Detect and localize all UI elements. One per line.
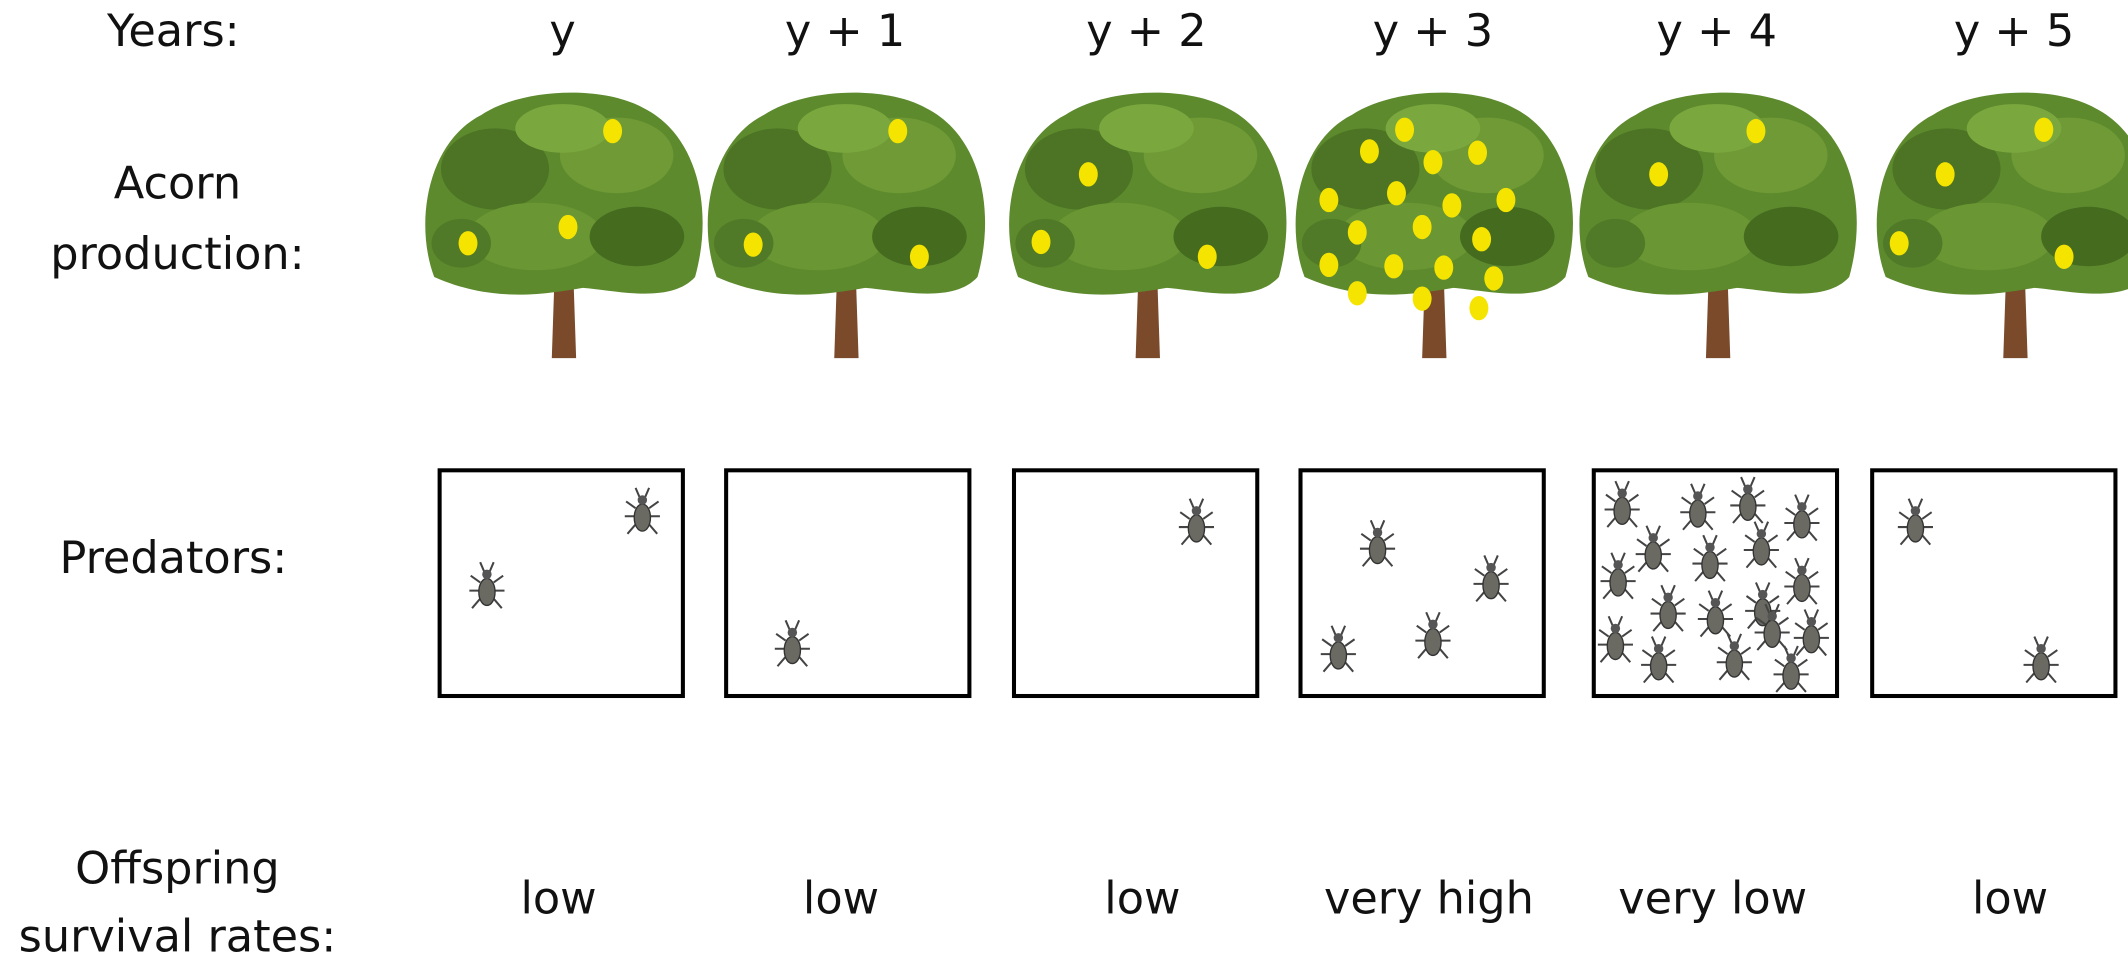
acorn (1319, 252, 1339, 278)
acorn (909, 244, 929, 269)
acorn (1347, 220, 1367, 245)
acorn (1031, 229, 1051, 255)
tree (1009, 92, 1287, 359)
acorn (1347, 281, 1367, 306)
survival-rate: low (1104, 872, 1180, 924)
acorn (603, 118, 623, 144)
row-labels: Years: Acorn production: Predators: Offs… (19, 5, 337, 962)
acorn (2054, 244, 2074, 269)
acorn (1197, 244, 1217, 269)
predator-box (1011, 468, 1260, 699)
acorn (558, 214, 578, 240)
acorn (1387, 181, 1406, 206)
tree (1579, 92, 1857, 359)
acorn (888, 118, 908, 144)
acorn (1649, 162, 1669, 187)
acorn (1319, 187, 1339, 213)
survival-rate: very high (1324, 872, 1534, 924)
acorn (1496, 187, 1516, 213)
acorn (1442, 193, 1462, 218)
acorn (1935, 162, 1955, 187)
predator-box (1870, 468, 2118, 699)
acorn (1484, 266, 1504, 291)
acorn (1384, 254, 1404, 279)
acorn (743, 232, 763, 257)
tree (707, 92, 986, 359)
acorn (1078, 162, 1098, 187)
acorn (1412, 286, 1432, 311)
acorn (1423, 150, 1443, 175)
predator-box (437, 468, 685, 699)
acorn (1889, 231, 1909, 256)
row-label: survival rates: (19, 910, 337, 962)
year-label: y + 2 (1086, 5, 1206, 57)
acorn (1434, 255, 1454, 280)
row-label: Predators: (59, 532, 287, 584)
acorn (1746, 118, 1766, 144)
tree (1876, 92, 2128, 359)
year-label: y + 1 (785, 5, 905, 57)
survival-rate: low (803, 872, 879, 924)
row-label: Acorn (114, 158, 241, 210)
row-label: Offspring (75, 843, 280, 895)
acorn (1469, 295, 1489, 321)
acorn (1472, 227, 1492, 252)
acorn (1468, 140, 1488, 165)
survival-rate: low (520, 872, 596, 924)
tree (1295, 92, 1573, 359)
acorn (1412, 214, 1432, 240)
acorn (1395, 117, 1415, 142)
year-label: y (549, 5, 575, 57)
year-label: y + 5 (1954, 5, 2074, 57)
acorn (458, 231, 478, 256)
acorn (1359, 139, 1379, 164)
year-label: y + 4 (1657, 5, 1777, 57)
row-label: production: (50, 228, 304, 280)
row-label: Years: (106, 5, 240, 57)
acorn (2034, 117, 2054, 142)
survival-rate: very low (1618, 872, 1807, 924)
year-label: y + 3 (1373, 5, 1493, 57)
survival-rate: low (1972, 872, 2048, 924)
predator-box (724, 468, 972, 699)
